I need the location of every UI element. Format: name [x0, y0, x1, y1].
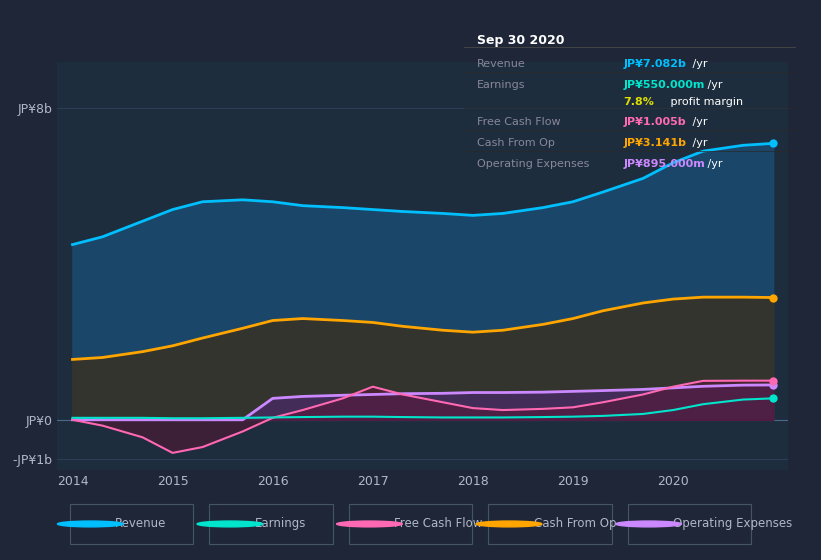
Text: /yr: /yr: [704, 80, 722, 90]
Text: /yr: /yr: [690, 138, 708, 148]
Text: JP¥895.000m: JP¥895.000m: [623, 160, 705, 170]
Bar: [628, 504, 751, 544]
Circle shape: [57, 521, 123, 527]
Text: /yr: /yr: [704, 160, 722, 170]
Bar: [488, 504, 612, 544]
Text: Sep 30 2020: Sep 30 2020: [477, 34, 565, 47]
Text: Revenue: Revenue: [115, 517, 167, 530]
Text: 7.8%: 7.8%: [623, 97, 654, 107]
Text: JP¥7.082b: JP¥7.082b: [623, 59, 686, 69]
Text: Cash From Op: Cash From Op: [534, 517, 616, 530]
Circle shape: [197, 521, 263, 527]
Text: /yr: /yr: [690, 59, 708, 69]
Text: profit margin: profit margin: [667, 97, 743, 107]
Text: /yr: /yr: [690, 116, 708, 127]
Text: JP¥1.005b: JP¥1.005b: [623, 116, 686, 127]
Bar: [349, 504, 472, 544]
Bar: [70, 504, 193, 544]
Circle shape: [337, 521, 402, 527]
Text: Operating Expenses: Operating Expenses: [673, 517, 792, 530]
Text: JP¥3.141b: JP¥3.141b: [623, 138, 686, 148]
Text: Free Cash Flow: Free Cash Flow: [394, 517, 483, 530]
Text: Free Cash Flow: Free Cash Flow: [477, 116, 561, 127]
Text: Earnings: Earnings: [255, 517, 306, 530]
Text: JP¥550.000m: JP¥550.000m: [623, 80, 705, 90]
Text: Operating Expenses: Operating Expenses: [477, 160, 589, 170]
Text: Cash From Op: Cash From Op: [477, 138, 555, 148]
Text: Earnings: Earnings: [477, 80, 525, 90]
Circle shape: [616, 521, 681, 527]
Circle shape: [476, 521, 542, 527]
Bar: [209, 504, 333, 544]
Text: Revenue: Revenue: [477, 59, 526, 69]
